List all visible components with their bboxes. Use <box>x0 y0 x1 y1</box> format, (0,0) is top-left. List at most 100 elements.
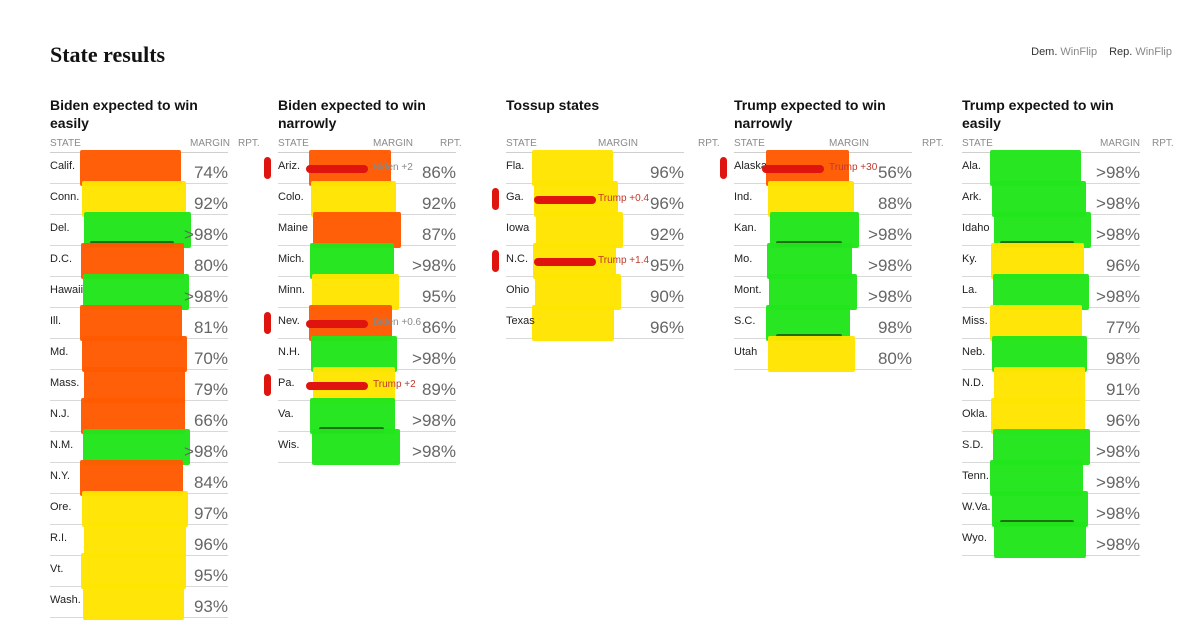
state-row[interactable]: Mo. >98% <box>734 243 912 279</box>
state-row[interactable]: Nev. Biden +0.6 86% <box>264 305 456 341</box>
state-row[interactable]: Utah 80% <box>734 336 912 372</box>
state-name[interactable]: Kan. <box>734 222 757 234</box>
state-row[interactable]: Neb. 98% <box>962 336 1140 372</box>
state-row[interactable]: R.I. 96% <box>50 522 228 558</box>
state-row[interactable]: Miss. 77% <box>962 305 1140 341</box>
state-row[interactable]: Mont. >98% <box>734 274 912 310</box>
state-name[interactable]: Tenn. <box>962 470 989 482</box>
state-row[interactable]: Ky. 96% <box>962 243 1140 279</box>
state-row[interactable]: N.J. 66% <box>50 398 228 434</box>
legend-rep[interactable]: Rep. WinFlip <box>1109 46 1172 58</box>
state-row[interactable]: Colo. 92% <box>278 181 456 217</box>
state-name[interactable]: Del. <box>50 222 70 234</box>
state-row[interactable]: Alaska Trump +30 56% <box>720 150 912 186</box>
state-row[interactable]: Fla. 96% <box>506 150 684 186</box>
state-row[interactable]: Mass. 79% <box>50 367 228 403</box>
state-row[interactable]: Wyo. >98% <box>962 522 1140 558</box>
state-row[interactable]: Kan. >98% <box>734 212 912 248</box>
state-name[interactable]: Ariz. <box>278 160 300 172</box>
state-name[interactable]: Colo. <box>278 191 304 203</box>
state-row[interactable]: Hawaii >98% <box>50 274 228 310</box>
state-name[interactable]: N.M. <box>50 439 74 451</box>
state-row[interactable]: W.Va. >98% <box>962 491 1140 527</box>
state-name[interactable]: N.Y. <box>50 470 70 482</box>
state-name[interactable]: Ky. <box>962 253 978 265</box>
state-name[interactable]: Mo. <box>734 253 753 265</box>
state-name[interactable]: Ala. <box>962 160 981 172</box>
state-name[interactable]: Utah <box>734 346 758 358</box>
state-row[interactable]: Ore. 97% <box>50 491 228 527</box>
state-name[interactable]: Va. <box>278 408 294 420</box>
state-row[interactable]: Md. 70% <box>50 336 228 372</box>
state-name[interactable]: Alaska <box>734 160 768 172</box>
state-name[interactable]: Ga. <box>506 191 524 203</box>
state-name[interactable]: Ark. <box>962 191 982 203</box>
state-name[interactable]: Miss. <box>962 315 988 327</box>
state-name[interactable]: Texas <box>506 315 535 327</box>
state-row[interactable]: N.D. 91% <box>962 367 1140 403</box>
state-name[interactable]: D.C. <box>50 253 72 265</box>
state-name[interactable]: Wyo. <box>962 532 987 544</box>
state-row[interactable]: D.C. 80% <box>50 243 228 279</box>
state-name[interactable]: S.C. <box>734 315 756 327</box>
state-name[interactable]: Neb. <box>962 346 986 358</box>
state-row[interactable]: N.Y. 84% <box>50 460 228 496</box>
state-name[interactable]: Pa. <box>278 377 295 389</box>
state-name[interactable]: Vt. <box>50 563 64 575</box>
state-name[interactable]: Mass. <box>50 377 80 389</box>
state-name[interactable]: Ill. <box>50 315 61 327</box>
state-name[interactable]: Conn. <box>50 191 80 203</box>
state-name[interactable]: Idaho <box>962 222 990 234</box>
state-name[interactable]: R.I. <box>50 532 68 544</box>
state-name[interactable]: Fla. <box>506 160 525 172</box>
state-row[interactable]: Ala. >98% <box>962 150 1140 186</box>
state-row[interactable]: Okla. 96% <box>962 398 1140 434</box>
state-row[interactable]: Ohio 90% <box>506 274 684 310</box>
state-row[interactable]: Idaho >98% <box>962 212 1140 248</box>
state-name[interactable]: Ind. <box>734 191 753 203</box>
state-row[interactable]: Ind. 88% <box>734 181 912 217</box>
state-name[interactable]: N.H. <box>278 346 300 358</box>
state-row[interactable]: Wis. >98% <box>278 429 456 465</box>
state-row[interactable]: Ill. 81% <box>50 305 228 341</box>
state-row[interactable]: Conn. 92% <box>50 181 228 217</box>
state-name[interactable]: La. <box>962 284 978 296</box>
state-name[interactable]: Md. <box>50 346 69 358</box>
state-name[interactable]: Wash. <box>50 594 81 606</box>
state-row[interactable]: La. >98% <box>962 274 1140 310</box>
state-name[interactable]: Maine <box>278 222 308 234</box>
state-name[interactable]: Okla. <box>962 408 988 420</box>
state-row[interactable]: Calif. 74% <box>50 150 228 186</box>
state-row[interactable]: S.D. >98% <box>962 429 1140 465</box>
state-row[interactable]: N.C. Trump +1.4 95% <box>492 243 684 279</box>
state-row[interactable]: Iowa 92% <box>506 212 684 248</box>
state-name[interactable]: N.J. <box>50 408 70 420</box>
state-row[interactable]: N.M. >98% <box>50 429 228 465</box>
state-row[interactable]: Minn. 95% <box>278 274 456 310</box>
state-name[interactable]: Calif. <box>50 160 76 172</box>
state-row[interactable]: Va. >98% <box>278 398 456 434</box>
state-name[interactable]: N.C. <box>506 253 528 265</box>
state-name[interactable]: Iowa <box>506 222 530 234</box>
state-name[interactable]: Nev. <box>278 315 300 327</box>
state-row[interactable]: Ga. Trump +0.4 96% <box>492 181 684 217</box>
state-row[interactable]: Pa. Trump +2 89% <box>264 367 456 403</box>
state-name[interactable]: Wis. <box>278 439 300 451</box>
legend-dem[interactable]: Dem. WinFlip <box>1031 46 1097 58</box>
state-name[interactable]: Mont. <box>734 284 762 296</box>
state-name[interactable]: Hawaii <box>50 284 84 296</box>
state-name[interactable]: W.Va. <box>962 501 991 513</box>
state-row[interactable]: Maine 87% <box>278 212 456 248</box>
state-row[interactable]: S.C. 98% <box>734 305 912 341</box>
state-row[interactable]: Texas 96% <box>506 305 684 341</box>
state-row[interactable]: N.H. >98% <box>278 336 456 372</box>
state-name[interactable]: Ohio <box>506 284 530 296</box>
state-row[interactable]: Vt. 95% <box>50 553 228 589</box>
state-name[interactable]: S.D. <box>962 439 984 451</box>
state-row[interactable]: Wash. 93% <box>50 584 228 620</box>
state-name[interactable]: Minn. <box>278 284 305 296</box>
state-name[interactable]: N.D. <box>962 377 984 389</box>
state-name[interactable]: Mich. <box>278 253 305 265</box>
state-row[interactable]: Del. >98% <box>50 212 228 248</box>
state-row[interactable]: Ark. >98% <box>962 181 1140 217</box>
